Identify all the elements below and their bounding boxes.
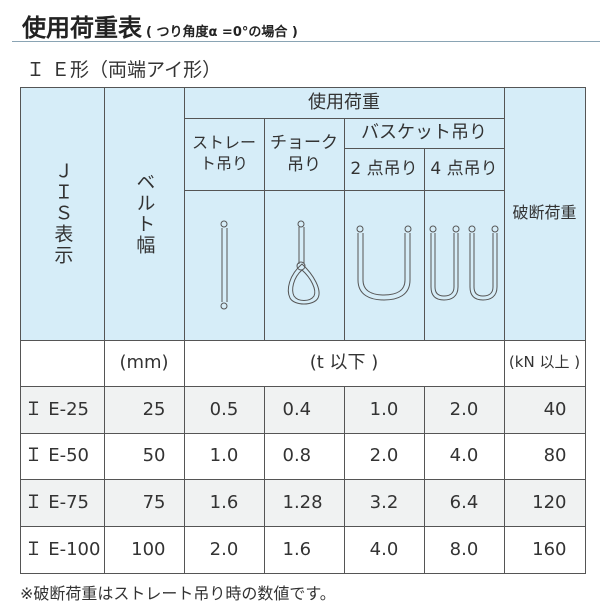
cell-width: 100	[103, 525, 185, 574]
cell-b2: 1.0	[343, 385, 425, 434]
cell-b4: 6.4	[423, 478, 505, 527]
cell-choke: 1.28	[263, 478, 345, 527]
cell-width: 25	[103, 385, 185, 434]
cell-jis: Ｉ E-25	[19, 385, 105, 434]
units-blank	[19, 339, 105, 387]
title-text: 使用荷重表	[22, 14, 142, 42]
header-jis: ＪＩＳ表示	[19, 86, 105, 341]
cell-break: 120	[503, 478, 586, 527]
cell-jis: Ｉ E-50	[19, 432, 105, 480]
cell-width: 75	[103, 478, 185, 527]
unit-width: (mm)	[103, 339, 185, 387]
choke-sling-icon	[263, 189, 345, 341]
cell-straight: 0.5	[183, 385, 265, 434]
cell-choke: 0.8	[263, 432, 345, 480]
cell-b2: 4.0	[343, 525, 425, 574]
divider	[12, 41, 600, 42]
header-basket-4point: 4 点吊り	[423, 147, 505, 191]
cell-jis: Ｉ E-100	[19, 525, 105, 574]
straight-sling-icon	[183, 189, 265, 341]
header-choke: チョーク吊り	[263, 117, 345, 191]
unit-load: (t 以下 )	[183, 339, 505, 387]
header-straight: ストレート吊り	[183, 117, 265, 191]
cell-jis: Ｉ E-75	[19, 478, 105, 527]
cell-b2: 3.2	[343, 478, 425, 527]
cell-b2: 2.0	[343, 432, 425, 480]
unit-break: (kN 以上 )	[503, 339, 586, 387]
cell-straight: 1.0	[183, 432, 265, 480]
header-basket-2point: 2 点吊り	[343, 147, 425, 191]
cell-straight: 1.6	[183, 478, 265, 527]
page-title: 使用荷重表 ( つり角度α =0°の場合 )	[22, 8, 298, 43]
header-working-load: 使用荷重	[183, 86, 505, 119]
cell-break: 80	[503, 432, 586, 480]
basket-4point-sling-icon	[423, 189, 505, 341]
cell-b4: 2.0	[423, 385, 505, 434]
subtitle: Ｉ Ｅ形（両端アイ形）	[26, 59, 222, 81]
header-breaking-load: 破断荷重	[503, 86, 586, 341]
cell-choke: 0.4	[263, 385, 345, 434]
title-note: ( つり角度α =0°の場合 )	[146, 25, 298, 40]
cell-b4: 4.0	[423, 432, 505, 480]
header-basket: バスケット吊り	[343, 117, 505, 149]
footnote: ※破断荷重はストレート吊り時の数値です。	[20, 584, 336, 603]
cell-straight: 2.0	[183, 525, 265, 574]
cell-break: 160	[503, 525, 586, 574]
cell-width: 50	[103, 432, 185, 480]
header-belt-width: ベルト幅	[103, 86, 185, 341]
cell-break: 40	[503, 385, 586, 434]
basket-2point-sling-icon	[343, 189, 425, 341]
cell-b4: 8.0	[423, 525, 505, 574]
cell-choke: 1.6	[263, 525, 345, 574]
